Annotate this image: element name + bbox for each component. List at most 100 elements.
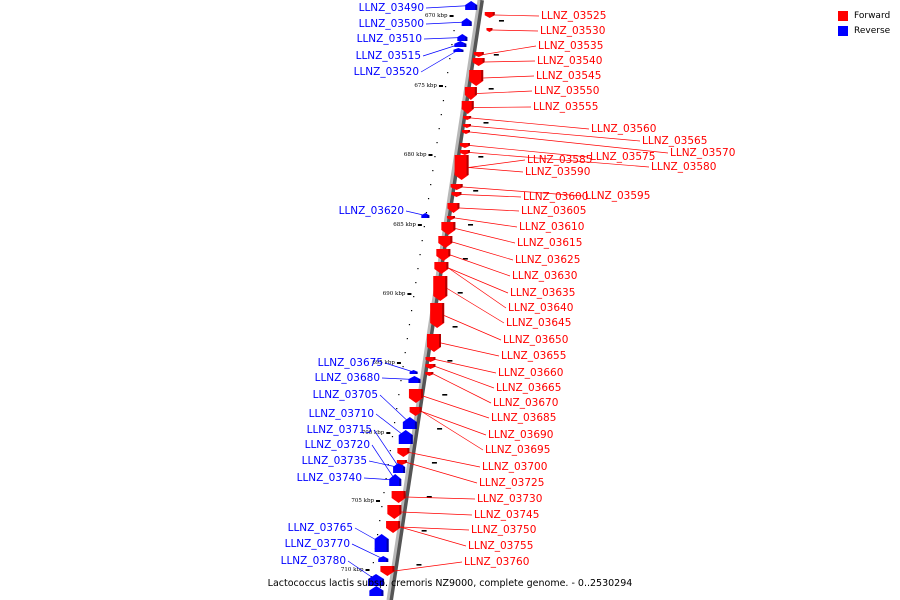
minor-tick <box>452 326 458 328</box>
gene-shade <box>398 521 401 528</box>
gene-shade <box>386 558 389 562</box>
scale-tick-mark <box>438 85 443 87</box>
scale-tick-label: 710 kbp <box>341 567 364 573</box>
gene-label: LLNZ_03500 <box>359 18 424 30</box>
minor-tick <box>419 254 421 256</box>
gene-labels: LLNZ_03490 LLNZ_03500 LLNZ_03510 LLNZ_03515… <box>281 2 736 568</box>
minor-tick <box>447 72 449 74</box>
gene-label: LLNZ_03695 <box>485 444 550 456</box>
label-leader <box>401 511 473 516</box>
forward-gene-arrow <box>425 364 436 369</box>
scale-tick-mark <box>428 154 433 156</box>
backbone-shadow <box>387 0 484 600</box>
minor-tick <box>437 428 443 430</box>
forward-gene-arrow <box>459 150 470 155</box>
forward-gene-arrow <box>447 203 460 213</box>
forward-swatch <box>838 10 848 21</box>
genome-caption: Lactococcus lactis subsp. cremoris NZ900… <box>267 578 633 589</box>
minor-tick <box>426 496 432 498</box>
minor-tick <box>391 436 394 438</box>
forward-gene-arrow <box>391 491 406 503</box>
label-leader <box>483 75 535 79</box>
label-leader <box>455 228 516 244</box>
label-leader <box>476 90 533 94</box>
label-leader <box>454 217 518 228</box>
gene-label: LLNZ_03560 <box>591 123 656 135</box>
legend-forward-label: Forward <box>854 10 891 21</box>
label-leader <box>444 315 502 341</box>
reverse-gene-arrow <box>369 586 384 596</box>
gene-label: LLNZ_03490 <box>359 2 424 14</box>
gene-shade <box>465 37 468 41</box>
forward-gene-arrow <box>425 357 436 362</box>
label-leader <box>425 21 467 25</box>
legend-reverse: Reverse <box>838 23 890 38</box>
reverse-gene-arrow <box>398 430 413 444</box>
minor-tick <box>421 240 423 242</box>
forward-gene-arrow <box>436 249 451 261</box>
forward-gene-arrow <box>450 184 463 190</box>
forward-gene-arrow <box>484 12 495 18</box>
genome-backbone <box>386 0 484 600</box>
gene-shade <box>403 491 406 498</box>
gene-label: LLNZ_03530 <box>540 25 605 37</box>
label-leader <box>435 366 495 389</box>
gene-shade <box>445 276 448 296</box>
gene-shade <box>410 435 413 444</box>
gene-label: LLNZ_03745 <box>474 509 539 521</box>
gene-label: LLNZ_03575 <box>590 151 655 163</box>
gene-label: LLNZ_03665 <box>496 382 561 394</box>
gene-label: LLNZ_03525 <box>541 10 606 22</box>
minor-tick <box>377 534 379 536</box>
minor-tick <box>449 58 451 60</box>
minor-tick <box>417 268 419 270</box>
label-leader <box>469 131 669 154</box>
gene-shade <box>452 216 455 219</box>
minor-tick <box>406 338 408 340</box>
minor-tick <box>478 156 484 158</box>
minor-tick <box>457 292 463 294</box>
gene-shade <box>415 371 418 374</box>
label-leader <box>405 210 426 216</box>
minor-tick <box>423 226 425 228</box>
gene-shade <box>466 155 469 175</box>
label-leader <box>420 49 459 73</box>
gene-label: LLNZ_03545 <box>536 70 601 82</box>
forward-gene-arrow <box>464 87 477 100</box>
label-leader <box>422 395 490 419</box>
gene-shade <box>464 43 467 47</box>
minor-tick <box>389 450 391 452</box>
forward-gene-arrow <box>396 460 407 465</box>
reverse-gene-arrow <box>378 556 389 562</box>
gene-label: LLNZ_03705 <box>313 389 378 401</box>
gene-shade <box>474 87 477 95</box>
gene-shade <box>431 372 434 375</box>
scale-tick-mark <box>417 224 422 226</box>
gene-shade <box>418 379 421 383</box>
gene-shade <box>467 130 470 133</box>
gene-shade <box>382 579 385 586</box>
minor-tick <box>416 564 422 566</box>
gene-label: LLNZ_03520 <box>354 66 419 78</box>
minor-tick <box>438 128 440 130</box>
scale-tick-mark <box>449 15 454 17</box>
legend-forward: Forward <box>838 8 890 23</box>
scale-tick-label: 690 kbp <box>383 291 406 297</box>
gene-label: LLNZ_03690 <box>488 429 553 441</box>
gene-label: LLNZ_03640 <box>508 302 573 314</box>
label-leader <box>462 186 584 197</box>
gene-label: LLNZ_03620 <box>339 205 404 217</box>
minor-tick <box>393 422 396 424</box>
gene-label: LLNZ_03735 <box>302 455 367 467</box>
label-leaders <box>347 5 669 581</box>
reverse-gene-arrow <box>453 48 464 52</box>
label-leader <box>468 159 526 168</box>
gene-shade <box>492 12 495 16</box>
gene-shade <box>469 116 472 119</box>
gene-shade <box>448 249 451 256</box>
reverse-gene-arrow <box>374 534 389 552</box>
label-leader <box>406 462 478 484</box>
gene-shade <box>461 49 464 52</box>
